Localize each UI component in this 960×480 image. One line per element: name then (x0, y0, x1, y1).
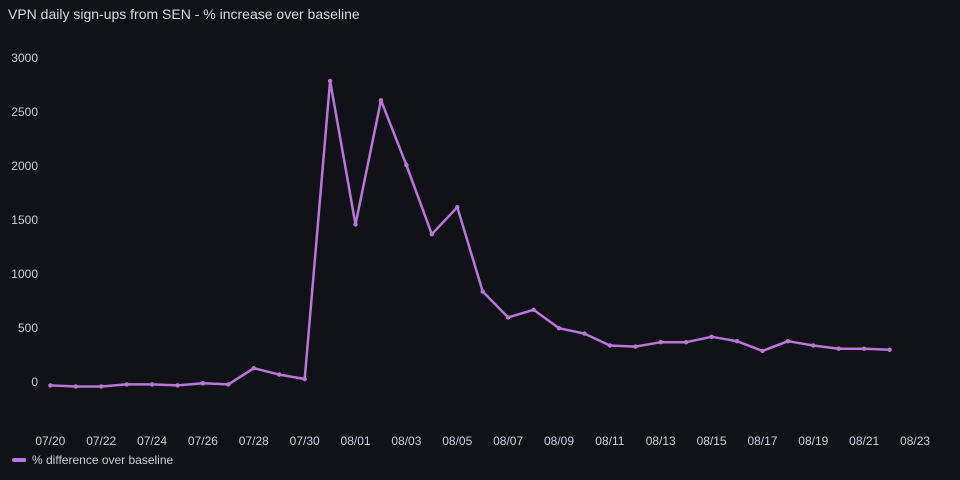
data-point[interactable] (124, 382, 129, 387)
x-tick-label: 07/26 (188, 434, 218, 448)
data-point[interactable] (734, 339, 740, 344)
x-axis-ticks: 07/20 07/22 07/24 07/26 07/28 07/30 08/01 08/03… (35, 434, 930, 448)
data-point[interactable] (887, 347, 892, 352)
data-point[interactable] (226, 382, 231, 387)
data-point[interactable] (760, 348, 765, 354)
y-tick-label: 1000 (11, 267, 38, 281)
data-point[interactable] (251, 366, 256, 371)
data-point[interactable] (429, 232, 434, 237)
y-tick-label: 2500 (11, 105, 38, 119)
data-point[interactable] (785, 339, 791, 344)
x-tick-label: 07/22 (86, 434, 116, 448)
data-point[interactable] (200, 381, 206, 386)
y-tick-label: 2000 (11, 159, 38, 173)
data-point[interactable] (658, 340, 663, 345)
data-point[interactable] (582, 331, 587, 336)
data-point[interactable] (531, 307, 536, 312)
series-line[interactable] (50, 79, 890, 388)
x-tick-label: 07/30 (290, 434, 320, 448)
data-point[interactable] (607, 343, 613, 348)
legend-label: % difference over baseline (32, 453, 174, 467)
data-point[interactable] (175, 383, 180, 388)
data-point[interactable] (99, 384, 104, 389)
x-tick-label: 08/17 (747, 434, 777, 448)
data-point[interactable] (48, 383, 53, 388)
x-tick-label: 08/11 (595, 434, 624, 448)
data-point[interactable] (73, 384, 79, 389)
data-point[interactable] (455, 205, 460, 210)
data-point[interactable] (633, 344, 638, 349)
data-point[interactable] (811, 343, 816, 348)
y-tick-label: 500 (18, 321, 38, 335)
x-tick-label: 08/15 (697, 434, 727, 448)
data-point[interactable] (302, 376, 307, 382)
x-tick-label: 08/07 (493, 434, 523, 448)
x-tick-label: 07/20 (35, 434, 65, 448)
data-point[interactable] (836, 346, 841, 351)
data-point[interactable] (404, 162, 409, 168)
x-tick-label: 08/09 (544, 434, 574, 448)
data-point[interactable] (480, 289, 485, 294)
data-point[interactable] (327, 78, 333, 84)
x-tick-label: 08/21 (849, 434, 879, 448)
data-point[interactable] (684, 340, 689, 345)
data-point[interactable] (353, 222, 358, 227)
x-tick-label: 08/19 (798, 434, 828, 448)
y-tick-label: 3000 (11, 51, 38, 65)
legend-swatch (12, 458, 26, 462)
y-tick-label: 0 (31, 375, 38, 389)
x-tick-label: 08/03 (391, 434, 421, 448)
chart-title: VPN daily sign-ups from SEN - % increase… (8, 6, 360, 22)
legend[interactable]: % difference over baseline (12, 453, 173, 467)
x-tick-label: 08/23 (900, 434, 930, 448)
data-point[interactable] (709, 334, 714, 339)
y-tick-label: 1500 (11, 213, 38, 227)
data-point[interactable] (378, 98, 384, 103)
y-axis-ticks: 0 500 1000 1500 2000 2500 3000 (11, 51, 38, 389)
series-layer (48, 78, 892, 389)
x-tick-label: 07/28 (239, 434, 269, 448)
data-point[interactable] (277, 372, 282, 377)
x-tick-label: 08/01 (341, 434, 371, 448)
data-point[interactable] (862, 346, 867, 351)
data-point[interactable] (505, 315, 511, 320)
data-point[interactable] (556, 326, 562, 331)
x-tick-label: 08/13 (646, 434, 676, 448)
x-tick-label: 07/24 (137, 434, 167, 448)
x-tick-label: 08/05 (442, 434, 472, 448)
data-point[interactable] (149, 382, 155, 387)
